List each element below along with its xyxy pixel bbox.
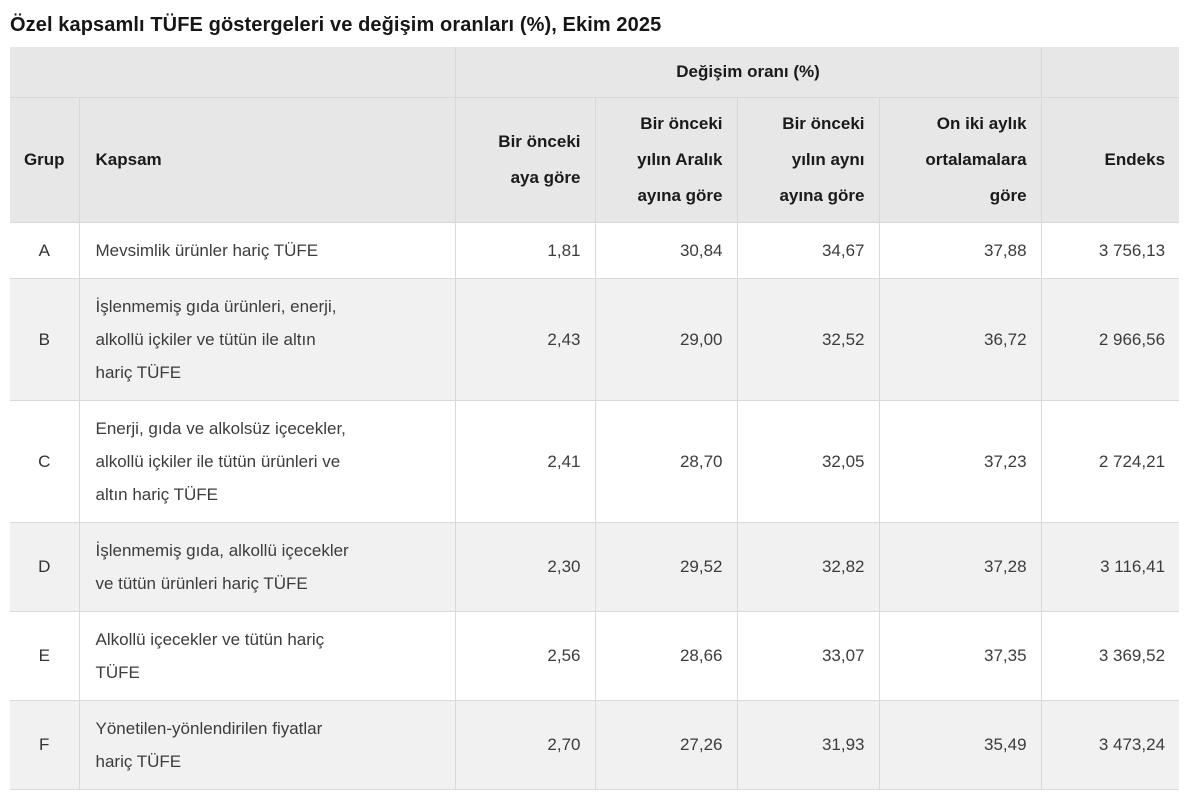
column-header-yearly: Bir önceki yılın aynı ayına göre bbox=[737, 97, 880, 223]
since-december-change-cell: 29,52 bbox=[595, 522, 738, 612]
table-row-B: B İşlenmemiş gıda ürünleri, enerji, alkol… bbox=[10, 278, 1180, 401]
twelve-month-avg-change-cell: 37,88 bbox=[879, 222, 1042, 279]
monthly-change-cell: 2,70 bbox=[455, 700, 596, 790]
table-row-A: A Mevsimlik ürünler hariç TÜFE 1,81 30,84 34… bbox=[10, 222, 1180, 279]
since-december-change-cell: 30,84 bbox=[595, 222, 738, 279]
kapsam-cell: Yönetilen-yönlendirilen fiyatlar hariç T… bbox=[79, 700, 456, 790]
kapsam-cell: İşlenmemiş gıda, alkollü içecekler ve tü… bbox=[79, 522, 456, 612]
twelve-month-avg-change-cell: 37,23 bbox=[879, 400, 1042, 523]
header-spacer-left bbox=[10, 47, 456, 98]
column-header-kapsam: Kapsam bbox=[79, 97, 456, 223]
endeks-cell: 2 724,21 bbox=[1041, 400, 1180, 523]
column-header-monthly: Bir önceki aya göre bbox=[455, 97, 596, 223]
yearly-change-cell: 32,82 bbox=[737, 522, 880, 612]
monthly-change-cell: 2,43 bbox=[455, 278, 596, 401]
group-cell: D bbox=[10, 522, 80, 612]
monthly-change-cell: 2,56 bbox=[455, 611, 596, 701]
monthly-change-cell: 2,30 bbox=[455, 522, 596, 612]
kapsam-cell: İşlenmemiş gıda ürünleri, enerji, alkoll… bbox=[79, 278, 456, 401]
endeks-cell: 3 116,41 bbox=[1041, 522, 1180, 612]
endeks-cell: 3 473,24 bbox=[1041, 700, 1180, 790]
table-row-D: D İşlenmemiş gıda, alkollü içecekler ve t… bbox=[10, 522, 1180, 612]
table-group-header-row: Değişim oranı (%) bbox=[10, 47, 1180, 98]
yearly-change-cell: 33,07 bbox=[737, 611, 880, 701]
header-degisim-orani: Değişim oranı (%) bbox=[455, 47, 1042, 98]
column-header-since-december: Bir önceki yılın Aralık ayına göre bbox=[595, 97, 738, 223]
column-header-grup: Grup bbox=[10, 97, 80, 223]
group-cell: F bbox=[10, 700, 80, 790]
table-row-C: C Enerji, gıda ve alkolsüz içecekler, alk… bbox=[10, 400, 1180, 523]
table-row-E: E Alkollü içecekler ve tütün hariç TÜFE 2,… bbox=[10, 611, 1180, 701]
since-december-change-cell: 27,26 bbox=[595, 700, 738, 790]
group-cell: A bbox=[10, 222, 80, 279]
table-body: A Mevsimlik ürünler hariç TÜFE 1,81 30,84 34… bbox=[10, 222, 1180, 790]
kapsam-cell: Alkollü içecekler ve tütün hariç TÜFE bbox=[79, 611, 456, 701]
column-header-twelve-month-avg: On iki aylık ortalamalara göre bbox=[879, 97, 1042, 223]
yearly-change-cell: 32,52 bbox=[737, 278, 880, 401]
since-december-change-cell: 28,66 bbox=[595, 611, 738, 701]
twelve-month-avg-change-cell: 37,28 bbox=[879, 522, 1042, 612]
monthly-change-cell: 1,81 bbox=[455, 222, 596, 279]
table-column-header-row: Grup Kapsam Bir önceki aya göre Bir önce… bbox=[10, 97, 1180, 223]
monthly-change-cell: 2,41 bbox=[455, 400, 596, 523]
endeks-cell: 2 966,56 bbox=[1041, 278, 1180, 401]
kapsam-cell: Enerji, gıda ve alkolsüz içecekler, alko… bbox=[79, 400, 456, 523]
twelve-month-avg-change-cell: 35,49 bbox=[879, 700, 1042, 790]
group-cell: C bbox=[10, 400, 80, 523]
header-spacer-right bbox=[1041, 47, 1180, 98]
endeks-cell: 3 369,52 bbox=[1041, 611, 1180, 701]
since-december-change-cell: 28,70 bbox=[595, 400, 738, 523]
kapsam-cell: Mevsimlik ürünler hariç TÜFE bbox=[79, 222, 456, 279]
column-header-endeks: Endeks bbox=[1041, 97, 1180, 223]
cpi-indicators-table: Değişim oranı (%) Grup Kapsam Bir önceki… bbox=[10, 47, 1180, 790]
table-row-F: F Yönetilen-yönlendirilen fiyatlar hariç … bbox=[10, 700, 1180, 790]
group-cell: B bbox=[10, 278, 80, 401]
page-title: Özel kapsamlı TÜFE göstergeleri ve değiş… bbox=[10, 14, 662, 36]
group-cell: E bbox=[10, 611, 80, 701]
yearly-change-cell: 31,93 bbox=[737, 700, 880, 790]
twelve-month-avg-change-cell: 36,72 bbox=[879, 278, 1042, 401]
endeks-cell: 3 756,13 bbox=[1041, 222, 1180, 279]
since-december-change-cell: 29,00 bbox=[595, 278, 738, 401]
yearly-change-cell: 34,67 bbox=[737, 222, 880, 279]
twelve-month-avg-change-cell: 37,35 bbox=[879, 611, 1042, 701]
yearly-change-cell: 32,05 bbox=[737, 400, 880, 523]
